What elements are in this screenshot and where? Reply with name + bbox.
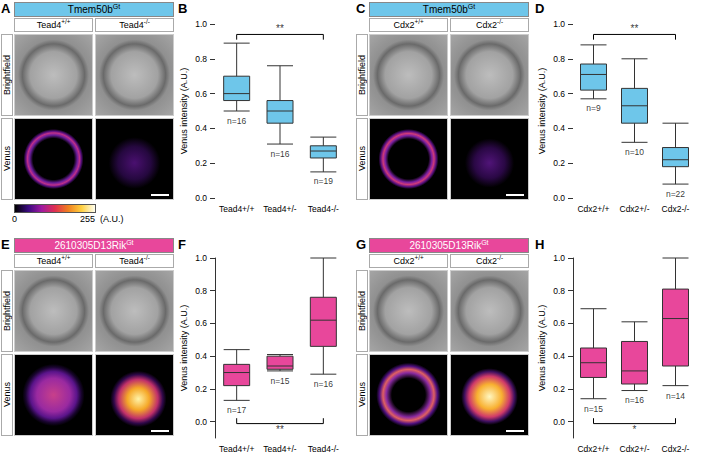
html-text:Tead4+/+: Tead4+/+: [36, 254, 71, 266]
html-text:Brightfield: Brightfield: [2, 291, 12, 331]
svg-text:H: H: [535, 237, 544, 252]
svg-text:Tead4+/+: Tead4+/+: [219, 444, 254, 454]
html-text:Tmem50bGt: Tmem50bGt: [422, 2, 476, 15]
svg-text:0.6: 0.6: [195, 89, 207, 99]
svg-text:0.2: 0.2: [195, 384, 207, 394]
svg-text:n=16: n=16: [270, 149, 289, 159]
html-text:G: G: [356, 237, 367, 252]
html-text:(A.U.): (A.U.): [100, 214, 124, 224]
svg-text:B: B: [178, 1, 187, 16]
html-text:Cdx2+/+: Cdx2+/+: [393, 254, 424, 266]
svg-text:Tead4-/-: Tead4-/-: [308, 204, 339, 214]
svg-text:Cdx2+/+: Cdx2+/+: [577, 444, 609, 454]
svg-text:0.4: 0.4: [195, 351, 207, 361]
svg-text:Cdx2-/-: Cdx2-/-: [662, 204, 690, 214]
svg-text:Cdx2+/-: Cdx2+/-: [620, 204, 650, 214]
svg-text:D: D: [535, 1, 544, 16]
svg-text:0.8: 0.8: [553, 54, 565, 64]
html-text:C: C: [356, 1, 366, 16]
svg-text:n=22: n=22: [666, 189, 685, 199]
svg-text:1.0: 1.0: [553, 19, 565, 29]
html-text:A: A: [1, 1, 11, 16]
svg-text:0.2: 0.2: [553, 384, 565, 394]
svg-text:n=14: n=14: [666, 391, 685, 401]
svg-text:0.4: 0.4: [195, 123, 207, 133]
svg-text:0.2: 0.2: [195, 158, 207, 168]
html-text:Tead4-/-: Tead4-/-: [119, 254, 150, 266]
svg-text:0.0: 0.0: [195, 417, 207, 427]
svg-text:0.8: 0.8: [553, 286, 565, 296]
html-text:2610305D13RikGt: 2610305D13RikGt: [54, 238, 134, 251]
svg-text:n=19: n=19: [314, 176, 333, 186]
html-text:E: E: [1, 237, 10, 252]
html-text:Venus: Venus: [357, 382, 367, 408]
html-text:Cdx2-/-: Cdx2-/-: [476, 254, 503, 266]
svg-text:n=17: n=17: [227, 405, 246, 415]
svg-text:Venus intensity (A.U.): Venus intensity (A.U.): [537, 68, 547, 155]
svg-text:0.4: 0.4: [553, 123, 565, 133]
svg-text:0.2: 0.2: [553, 158, 565, 168]
html-text:Cdx2-/-: Cdx2-/-: [476, 18, 503, 30]
html-text:Tead4+/+: Tead4+/+: [36, 18, 71, 30]
svg-text:n=16: n=16: [314, 379, 333, 389]
svg-text:**: **: [276, 424, 284, 435]
svg-text:Cdx2-/-: Cdx2-/-: [662, 444, 690, 454]
svg-text:0.6: 0.6: [553, 89, 565, 99]
svg-text:0.6: 0.6: [553, 318, 565, 328]
svg-text:Venus intensity (A.U.): Venus intensity (A.U.): [537, 305, 547, 392]
html-text:Brightfield: Brightfield: [357, 291, 367, 331]
svg-text:Cdx2+/+: Cdx2+/+: [577, 204, 609, 214]
html-text:0: 0: [12, 214, 17, 224]
html-text:2610305D13RikGt: 2610305D13RikGt: [409, 238, 489, 251]
svg-text:0.0: 0.0: [553, 193, 565, 203]
svg-text:n=16: n=16: [625, 395, 644, 405]
svg-text:n=15: n=15: [270, 376, 289, 386]
svg-text:0.6: 0.6: [195, 318, 207, 328]
svg-text:Tead4+/-: Tead4+/-: [263, 204, 296, 214]
html-text:Cdx2+/+: Cdx2+/+: [393, 18, 424, 30]
svg-text:**: **: [276, 23, 284, 34]
svg-text:1.0: 1.0: [195, 253, 207, 263]
svg-text:Tead4-/-: Tead4-/-: [308, 444, 339, 454]
svg-text:Tead4+/-: Tead4+/-: [263, 444, 296, 454]
svg-text:Venus intensity (A.U.): Venus intensity (A.U.): [179, 305, 189, 392]
svg-text:**: **: [631, 23, 639, 34]
svg-text:Cdx2+/-: Cdx2+/-: [620, 444, 650, 454]
svg-text:n=16: n=16: [227, 116, 246, 126]
html-text:Tead4-/-: Tead4-/-: [119, 18, 150, 30]
svg-text:0.0: 0.0: [195, 193, 207, 203]
svg-text:0.8: 0.8: [195, 54, 207, 64]
svg-text:n=9: n=9: [586, 103, 601, 113]
svg-text:1.0: 1.0: [553, 253, 565, 263]
html-text:Tmem50bGt: Tmem50bGt: [67, 2, 121, 15]
svg-text:Tead4+/+: Tead4+/+: [219, 204, 254, 214]
html-text:Brightfield: Brightfield: [2, 55, 12, 95]
svg-text:0.0: 0.0: [553, 417, 565, 427]
svg-text:1.0: 1.0: [195, 19, 207, 29]
svg-text:n=10: n=10: [625, 147, 644, 157]
svg-text:0.4: 0.4: [553, 351, 565, 361]
html-text:Brightfield: Brightfield: [357, 55, 367, 95]
html-text:Venus: Venus: [2, 146, 12, 172]
html-text:Venus: Venus: [357, 146, 367, 172]
svg-text:0.8: 0.8: [195, 286, 207, 296]
svg-text:*: *: [633, 424, 637, 435]
svg-text:F: F: [178, 237, 186, 252]
html-text:Venus: Venus: [2, 382, 12, 408]
html-text:255: 255: [80, 214, 95, 224]
svg-text:n=15: n=15: [584, 404, 603, 414]
svg-text:Venus intensity (A.U.): Venus intensity (A.U.): [179, 68, 189, 155]
